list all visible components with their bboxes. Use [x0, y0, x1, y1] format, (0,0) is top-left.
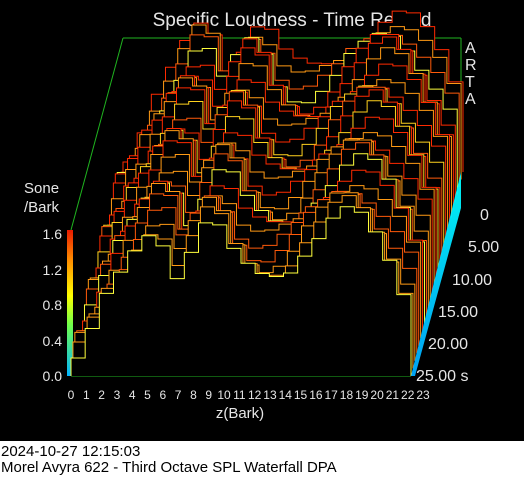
y-axis-label: Sone — [24, 180, 59, 197]
y-axis-label-unit: /Bark — [24, 199, 60, 216]
waterfall-traces — [70, 10, 464, 376]
time-face — [411, 172, 461, 376]
y-tick: 1.6 — [43, 226, 63, 242]
x-tick: 17 — [324, 388, 338, 402]
time-tick: 15.00 — [438, 304, 478, 321]
status-footer: 2024-10-27 12:15:03 Morel Avyra 622 - Th… — [0, 441, 524, 483]
x-tick: 3 — [114, 388, 121, 402]
color-scale-bar — [67, 230, 73, 376]
x-tick: 9 — [205, 388, 212, 402]
brand-letter: A — [465, 40, 476, 57]
x-axis-label: z(Bark) — [216, 405, 264, 422]
x-tick: 10 — [217, 388, 231, 402]
x-tick: 13 — [263, 388, 277, 402]
time-tick: 10.00 — [452, 272, 492, 289]
time-tick: 20.00 — [428, 336, 468, 353]
brand-letter: T — [465, 74, 475, 91]
time-tick: 25.00 s — [416, 368, 468, 385]
x-tick: 14 — [279, 388, 293, 402]
brand-letter: A — [465, 91, 476, 108]
waterfall-plot: Specific Loudness - Time Record — [24, 10, 500, 422]
x-tick: 22 — [401, 388, 415, 402]
x-tick: 7 — [175, 388, 182, 402]
y-tick: 0.4 — [43, 333, 63, 349]
brand-letter: R — [465, 57, 477, 74]
arta-brand: A R T A — [465, 40, 477, 108]
x-tick: 19 — [355, 388, 369, 402]
x-tick: 23 — [416, 388, 430, 402]
x-tick: 21 — [386, 388, 400, 402]
y-tick: 0.8 — [43, 297, 63, 313]
x-tick: 2 — [98, 388, 105, 402]
footer-description: Morel Avyra 622 - Third Octave SPL Water… — [1, 459, 337, 476]
x-tick: 16 — [309, 388, 323, 402]
plot-title: Specific Loudness - Time Record — [152, 10, 432, 31]
y-tick: 0.0 — [43, 368, 63, 384]
time-tick: 5.00 — [468, 239, 499, 256]
x-tick: 8 — [190, 388, 197, 402]
x-tick: 11 — [233, 388, 246, 402]
x-tick: 4 — [129, 388, 136, 402]
x-tick: 12 — [248, 388, 262, 402]
x-tick: 18 — [340, 388, 354, 402]
waterfall-trace — [70, 206, 412, 376]
x-tick: 6 — [159, 388, 166, 402]
x-tick: 5 — [144, 388, 151, 402]
time-tick: 0 — [480, 207, 489, 224]
footer-datetime: 2024-10-27 12:15:03 — [1, 443, 141, 460]
y-tick: 1.2 — [43, 262, 63, 278]
x-tick: 15 — [294, 388, 308, 402]
x-tick: 1 — [83, 388, 90, 402]
x-tick: 20 — [370, 388, 384, 402]
x-tick: 0 — [68, 388, 75, 402]
